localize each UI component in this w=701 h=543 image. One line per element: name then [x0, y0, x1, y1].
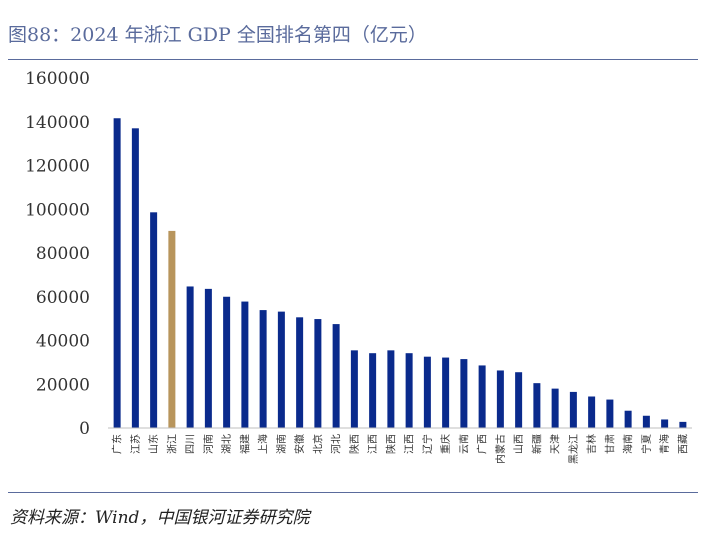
x-tick-label: 湖南 [275, 434, 288, 454]
bar-安徽 [296, 317, 304, 428]
x-tick-label: 福建 [238, 434, 251, 454]
y-tick-label: 120000 [25, 157, 90, 177]
x-tick-label: 甘肃 [603, 434, 616, 454]
bar-江西 [405, 353, 413, 428]
y-tick-label: 0 [79, 419, 90, 439]
bar-吉林 [588, 396, 596, 428]
x-tick-label: 云南 [457, 434, 470, 454]
source-note: 资料来源：Wind，中国银河证券研究院 [10, 508, 310, 528]
y-tick-label: 140000 [25, 113, 90, 133]
x-tick-label: 新疆 [530, 434, 543, 454]
x-axis: 广东 江苏 山东 浙江 四川 河南 湖北 福建 上海 湖南 安徽 北京 河北 陕西 江西 陕西 江西 辽宁 重庆 云南… [108, 427, 692, 464]
bar-甘肃 [606, 399, 614, 428]
bar-广东 [113, 118, 121, 428]
x-tick-label: 广西 [477, 434, 489, 454]
bar-湖北 [223, 296, 231, 428]
x-tick-label: 上海 [257, 434, 270, 454]
bar-广西 [478, 365, 486, 428]
y-tick-label: 160000 [25, 69, 90, 89]
bar-上海 [259, 310, 267, 428]
bar-青海 [661, 419, 669, 428]
y-tick-label: 40000 [36, 332, 90, 352]
y-tick-label: 60000 [36, 288, 90, 308]
bar-福建 [241, 301, 249, 428]
bar-云南 [460, 359, 468, 428]
bar-series [113, 118, 687, 428]
x-tick-label: 宁夏 [640, 434, 653, 454]
bar-海南 [624, 410, 632, 428]
y-axis: 0 20000 40000 60000 80000 100000 120000 140000 1… [25, 69, 90, 439]
x-tick-label: 内蒙古 [494, 434, 507, 464]
bar-浙江 [168, 230, 176, 428]
bar-天津 [551, 388, 559, 428]
x-tick-label: 安徽 [293, 434, 306, 454]
x-tick-label: 广东 [111, 434, 124, 454]
bar-宁夏 [642, 415, 650, 428]
y-tick-label: 20000 [36, 375, 90, 395]
x-tick-label: 河北 [331, 434, 343, 454]
x-tick-label: 江西 [404, 434, 416, 454]
x-tick-label: 黑龙江 [567, 434, 580, 464]
bar-黑龙江 [569, 391, 577, 428]
bar-辽宁 [423, 356, 431, 428]
x-tick-label: 西藏 [677, 434, 689, 454]
footer-divider [8, 492, 698, 493]
x-tick-label: 山东 [147, 434, 160, 454]
x-tick-label: 江西 [367, 434, 379, 454]
bar-西藏 [679, 421, 687, 428]
x-tick-label: 浙江 [166, 434, 178, 454]
bar-江西 [369, 353, 377, 428]
x-tick-label: 陕西 [348, 434, 361, 454]
bar-重庆 [442, 357, 450, 428]
y-tick-label: 100000 [25, 200, 90, 220]
x-tick-label: 四川 [186, 434, 197, 454]
bar-北京 [314, 319, 322, 428]
title-divider [8, 59, 698, 60]
x-tick-label: 北京 [311, 434, 324, 454]
bar-山西 [515, 372, 523, 428]
x-tick-label: 辽宁 [421, 434, 434, 454]
x-tick-label: 湖北 [221, 434, 233, 454]
x-tick-label: 江苏 [129, 434, 142, 454]
bar-陕西 [387, 350, 395, 428]
bar-chart: 0 20000 40000 60000 80000 100000 120000 140000 1… [25, 69, 692, 464]
bar-四川 [186, 286, 194, 428]
x-tick-label: 山西 [513, 434, 525, 454]
bar-内蒙古 [496, 370, 504, 428]
bar-河南 [204, 288, 212, 428]
x-tick-label: 河南 [202, 434, 215, 454]
chart-title: 图88：2024 年浙江 GDP 全国排名第四（亿元） [8, 24, 427, 46]
x-tick-label: 天津 [550, 434, 562, 454]
x-tick-label: 海南 [622, 434, 635, 454]
bar-江苏 [131, 128, 139, 428]
bar-湖南 [277, 311, 285, 428]
bar-新疆 [533, 383, 541, 428]
bar-陕西 [350, 350, 358, 428]
bar-山东 [150, 212, 158, 428]
x-tick-label: 吉林 [585, 434, 598, 454]
y-tick-label: 80000 [36, 244, 90, 264]
x-tick-label: 青海 [658, 434, 671, 454]
bar-河北 [332, 324, 340, 428]
x-tick-label: 陕西 [384, 434, 397, 454]
x-tick-label: 重庆 [439, 434, 452, 454]
